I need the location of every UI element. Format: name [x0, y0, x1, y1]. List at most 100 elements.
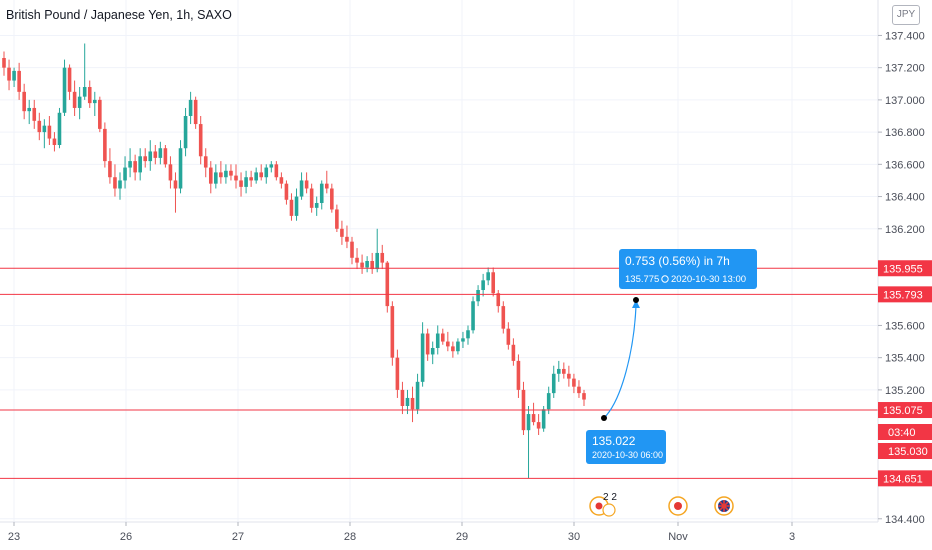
candle-body — [350, 241, 354, 258]
candle-body — [516, 360, 521, 390]
candle-body — [380, 252, 385, 263]
candle-body — [123, 167, 127, 181]
candle-body — [219, 172, 223, 178]
candle-body — [203, 156, 208, 168]
hline-price-label: 134.651 — [883, 473, 923, 485]
price-tick-label: 136.200 — [885, 224, 925, 236]
candle-body — [531, 414, 536, 423]
time-tick-label: 26 — [120, 531, 132, 543]
hline-price-label: 135.075 — [883, 405, 923, 417]
candle-body — [173, 180, 178, 189]
event-flag-uk-icon[interactable] — [602, 503, 616, 517]
measure-text: 0.753 (0.56%) in 7h — [625, 254, 730, 268]
candle-body — [345, 236, 349, 242]
candle-body — [188, 99, 193, 116]
time-axis[interactable]: 23 26 27 28 29 30 Nov 3 — [8, 522, 795, 543]
candle-body — [12, 70, 16, 81]
hline-price-tag — [878, 286, 932, 303]
time-tick-label: 23 — [8, 531, 20, 543]
candle-body — [279, 177, 284, 184]
candle-body — [451, 346, 455, 352]
candle-body — [259, 172, 264, 178]
candle-body — [249, 177, 253, 181]
candle-body — [491, 272, 496, 294]
candle-body — [335, 209, 339, 229]
price-tick-label: 135.200 — [885, 385, 925, 397]
candle-body — [87, 87, 92, 104]
candle-body — [92, 99, 97, 104]
price-tick-label: 136.800 — [885, 127, 925, 139]
time-tick-label: 27 — [232, 531, 244, 543]
start-point-label[interactable]: 135.022 2020-10-30 06:00 — [586, 430, 666, 464]
candle-body — [385, 262, 390, 307]
candle-body — [234, 175, 238, 181]
candle-body — [526, 414, 531, 431]
measure-detail-price: 135.775 — [625, 274, 659, 285]
price-tick-label: 135.600 — [885, 320, 925, 332]
candle-body — [536, 422, 541, 429]
candle-body — [118, 180, 122, 189]
time-tick-label: Nov — [668, 531, 688, 543]
candle-body — [224, 170, 228, 178]
price-tick-label: 135.400 — [885, 353, 925, 365]
measure-label[interactable]: 0.753 (0.56%) in 7h 135.775 2020-10-30 1… — [619, 249, 757, 289]
candle-body — [153, 151, 158, 158]
candle-body — [103, 128, 107, 162]
measure-start-point[interactable] — [601, 415, 607, 421]
candle-body — [72, 91, 77, 108]
horizontal-lines[interactable] — [0, 267, 878, 479]
event-markers[interactable]: 2 2 — [589, 492, 734, 517]
clock-icon — [661, 275, 669, 283]
candle-body — [309, 188, 314, 208]
price-tick-label: 137.400 — [885, 30, 925, 42]
candle-body — [214, 172, 218, 184]
start-time: 2020-10-30 06:00 — [592, 450, 663, 460]
candle-body — [183, 116, 188, 149]
candle-body — [446, 341, 450, 347]
candle-body — [582, 393, 586, 400]
measure-arrow[interactable] — [603, 305, 637, 419]
time-tick-label: 30 — [568, 531, 580, 543]
candle-body — [274, 164, 279, 178]
candle-body — [77, 96, 82, 108]
candle-body — [52, 138, 57, 145]
candle-body — [541, 409, 546, 429]
candle-body — [506, 328, 511, 345]
candle-body — [324, 183, 329, 189]
candle-body — [289, 199, 294, 216]
symbol-title[interactable]: British Pound / Japanese Yen, 1h, SAXO — [6, 8, 232, 22]
candle-body — [440, 333, 445, 342]
candle-body — [405, 397, 410, 406]
hline-price-label: 135.955 — [883, 263, 923, 275]
candle-body — [496, 293, 501, 307]
current-price-label: 135.030 — [888, 446, 928, 458]
candle-body — [365, 261, 369, 268]
candle-body — [133, 161, 137, 173]
candle-body — [269, 164, 274, 168]
candle-body — [37, 120, 42, 133]
candle-body — [430, 348, 435, 355]
uk-flag-icon — [718, 500, 730, 512]
time-tick-label: 3 — [789, 531, 795, 543]
candle-body — [143, 156, 148, 162]
time-tick-label: 28 — [344, 531, 356, 543]
candle-body — [466, 330, 470, 339]
candles — [2, 43, 586, 479]
measure-end-point[interactable] — [633, 297, 639, 303]
candle-body — [435, 333, 440, 348]
currency-button[interactable]: JPY — [892, 5, 920, 25]
price-axis[interactable]: 137.400 137.200 137.000 136.800 136.600 136.4… — [878, 30, 925, 526]
candle-body — [239, 180, 243, 187]
price-tick-label: 134.400 — [885, 514, 925, 526]
candle-body — [481, 280, 485, 290]
event-flag-japan-dot-2 — [674, 502, 682, 510]
candle-body — [254, 172, 258, 181]
candle-body — [198, 124, 203, 157]
candle-body — [47, 125, 52, 139]
hline-price-label: 135.793 — [883, 289, 923, 301]
candle-body — [546, 393, 551, 410]
candle-body — [229, 170, 233, 176]
candle-body — [168, 164, 173, 181]
